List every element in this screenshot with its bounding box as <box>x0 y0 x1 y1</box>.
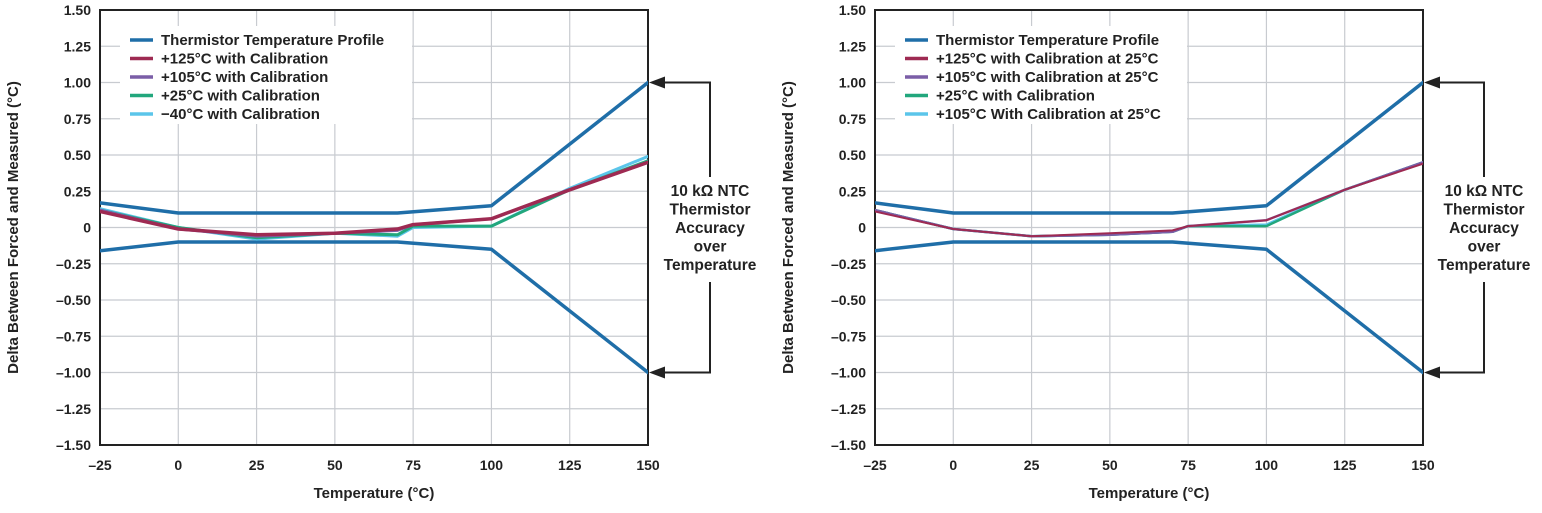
annotation-text: Temperature <box>664 257 757 274</box>
y-tick-label: 1.25 <box>839 38 866 54</box>
series-line-thermistor-temperature-profile <box>875 80 1423 215</box>
y-tick-label: –1.25 <box>831 401 866 417</box>
y-axis-title: Delta Between Forced and Measured (°C) <box>5 81 22 374</box>
y-tick-label: 1.50 <box>64 2 91 18</box>
y-tick-label: 0.25 <box>839 183 866 199</box>
annotation-text: Accuracy <box>1449 220 1519 237</box>
arrow-head-top <box>649 76 665 89</box>
legend: Thermistor Temperature Profile +125°C wit… <box>895 26 1187 124</box>
arrow-head-bottom <box>649 366 665 379</box>
plot-frame <box>874 9 1424 446</box>
y-tick-label: 1.25 <box>64 38 91 54</box>
chart-left: –25 0 25 50 75 100 125 150 1.50 1.25 1.00 0.75 0.50 0… <box>5 2 757 502</box>
x-tick-label: 125 <box>558 457 582 473</box>
y-tick-label: –0.25 <box>831 256 866 272</box>
x-axis-title: Temperature (°C) <box>314 485 435 502</box>
legend-label: +105°C with Calibration at 25°C <box>936 69 1159 86</box>
x-tick-label: 50 <box>1102 457 1118 473</box>
annotation-text: Accuracy <box>675 220 745 237</box>
legend-label: +125°C with Calibration at 25°C <box>936 51 1159 68</box>
arrow-head-top <box>1424 76 1440 89</box>
y-tick-label: –0.50 <box>831 292 866 308</box>
legend-label: −40°C with Calibration <box>161 106 320 123</box>
legend-label: +25°C with Calibration <box>936 88 1095 105</box>
series-line-125-c-with-calibration-at-25-c <box>875 162 1423 238</box>
y-tick-label: 0 <box>83 220 91 236</box>
x-tick-label: 100 <box>480 457 504 473</box>
x-tick-label: 25 <box>249 457 265 473</box>
series-line-125-c-with-calibration <box>100 160 648 237</box>
legend-background <box>120 26 412 124</box>
y-tick-label: –1.50 <box>831 437 866 453</box>
x-tick-label: 75 <box>405 457 421 473</box>
y-tick-label: 1.50 <box>839 2 866 18</box>
annotation-text: Thermistor <box>1444 202 1525 219</box>
annotation-bracket-top <box>1437 81 1485 177</box>
x-tick-label: 25 <box>1024 457 1040 473</box>
annotation-text: Thermistor <box>670 202 751 219</box>
y-tick-label: –1.25 <box>56 401 91 417</box>
annotation-bracket-bottom <box>662 282 711 374</box>
y-tick-label: 0.50 <box>839 147 866 163</box>
y-tick-label: –0.50 <box>56 292 91 308</box>
y-tick-label: 1.00 <box>839 75 866 91</box>
legend-label: +105°C With Calibration at 25°C <box>936 106 1161 123</box>
annotation-text: 10 kΩ NTC <box>1445 183 1524 200</box>
y-tick-label: 0 <box>858 220 866 236</box>
y-tick-label: 1.00 <box>64 75 91 91</box>
series-line-profile-lower-bound <box>100 240 648 375</box>
plot-frame <box>99 9 649 446</box>
chart-right: –25 0 25 50 75 100 125 150 1.50 1.25 1.00 0.75 0.50 0… <box>780 2 1531 502</box>
x-tick-label: 0 <box>949 457 957 473</box>
arrow-head-bottom <box>1424 366 1440 379</box>
annotation-text: over <box>694 239 727 256</box>
series-line-profile-lower-bound <box>875 240 1423 375</box>
legend-label: +125°C with Calibration <box>161 51 328 68</box>
x-tick-label: 75 <box>1180 457 1196 473</box>
y-tick-label: –1.00 <box>831 365 866 381</box>
x-tick-label: –25 <box>88 457 112 473</box>
y-tick-label: 0.25 <box>64 183 91 199</box>
series-line-25-c-with-calibration <box>100 159 648 240</box>
x-tick-label: –25 <box>863 457 887 473</box>
legend-background <box>895 26 1187 124</box>
legend-label: +105°C with Calibration <box>161 69 328 86</box>
legend-label: Thermistor Temperature Profile <box>936 32 1159 49</box>
x-axis-title: Temperature (°C) <box>1089 485 1210 502</box>
x-tick-label: 125 <box>1333 457 1357 473</box>
series-line-105-c-with-calibration <box>100 160 648 238</box>
x-tick-label: 150 <box>636 457 660 473</box>
series-group <box>100 80 648 375</box>
annotation-bracket-bottom <box>1437 282 1485 374</box>
series-line-105-c-with-calibration-at-25-c <box>875 161 1423 238</box>
y-tick-label: 0.50 <box>64 147 91 163</box>
y-axis-title: Delta Between Forced and Measured (°C) <box>780 81 797 374</box>
y-tick-label: –0.25 <box>56 256 91 272</box>
y-tick-label: 0.75 <box>64 111 91 127</box>
annotation-text: 10 kΩ NTC <box>671 183 750 200</box>
x-tick-label: 100 <box>1255 457 1279 473</box>
series-line-thermistor-temperature-profile <box>100 80 648 215</box>
annotation-text: Temperature <box>1438 257 1531 274</box>
annotation-text: over <box>1468 239 1501 256</box>
y-tick-label: –1.50 <box>56 437 91 453</box>
legend-label: Thermistor Temperature Profile <box>161 32 384 49</box>
legend: Thermistor Temperature Profile +125°C wit… <box>120 26 412 124</box>
x-tick-label: 0 <box>174 457 182 473</box>
series-group <box>875 80 1423 375</box>
y-tick-label: –0.75 <box>831 328 866 344</box>
annotation-bracket-top <box>662 81 711 177</box>
y-tick-label: –1.00 <box>56 365 91 381</box>
series-line-25-c-with-calibration <box>875 161 1423 238</box>
x-tick-label: 50 <box>327 457 343 473</box>
x-tick-label: 150 <box>1411 457 1435 473</box>
y-tick-label: –0.75 <box>56 328 91 344</box>
legend-label: +25°C with Calibration <box>161 88 320 105</box>
y-tick-label: 0.75 <box>839 111 866 127</box>
series-line-105-c-with-calibration-at-25-c <box>875 161 1423 238</box>
